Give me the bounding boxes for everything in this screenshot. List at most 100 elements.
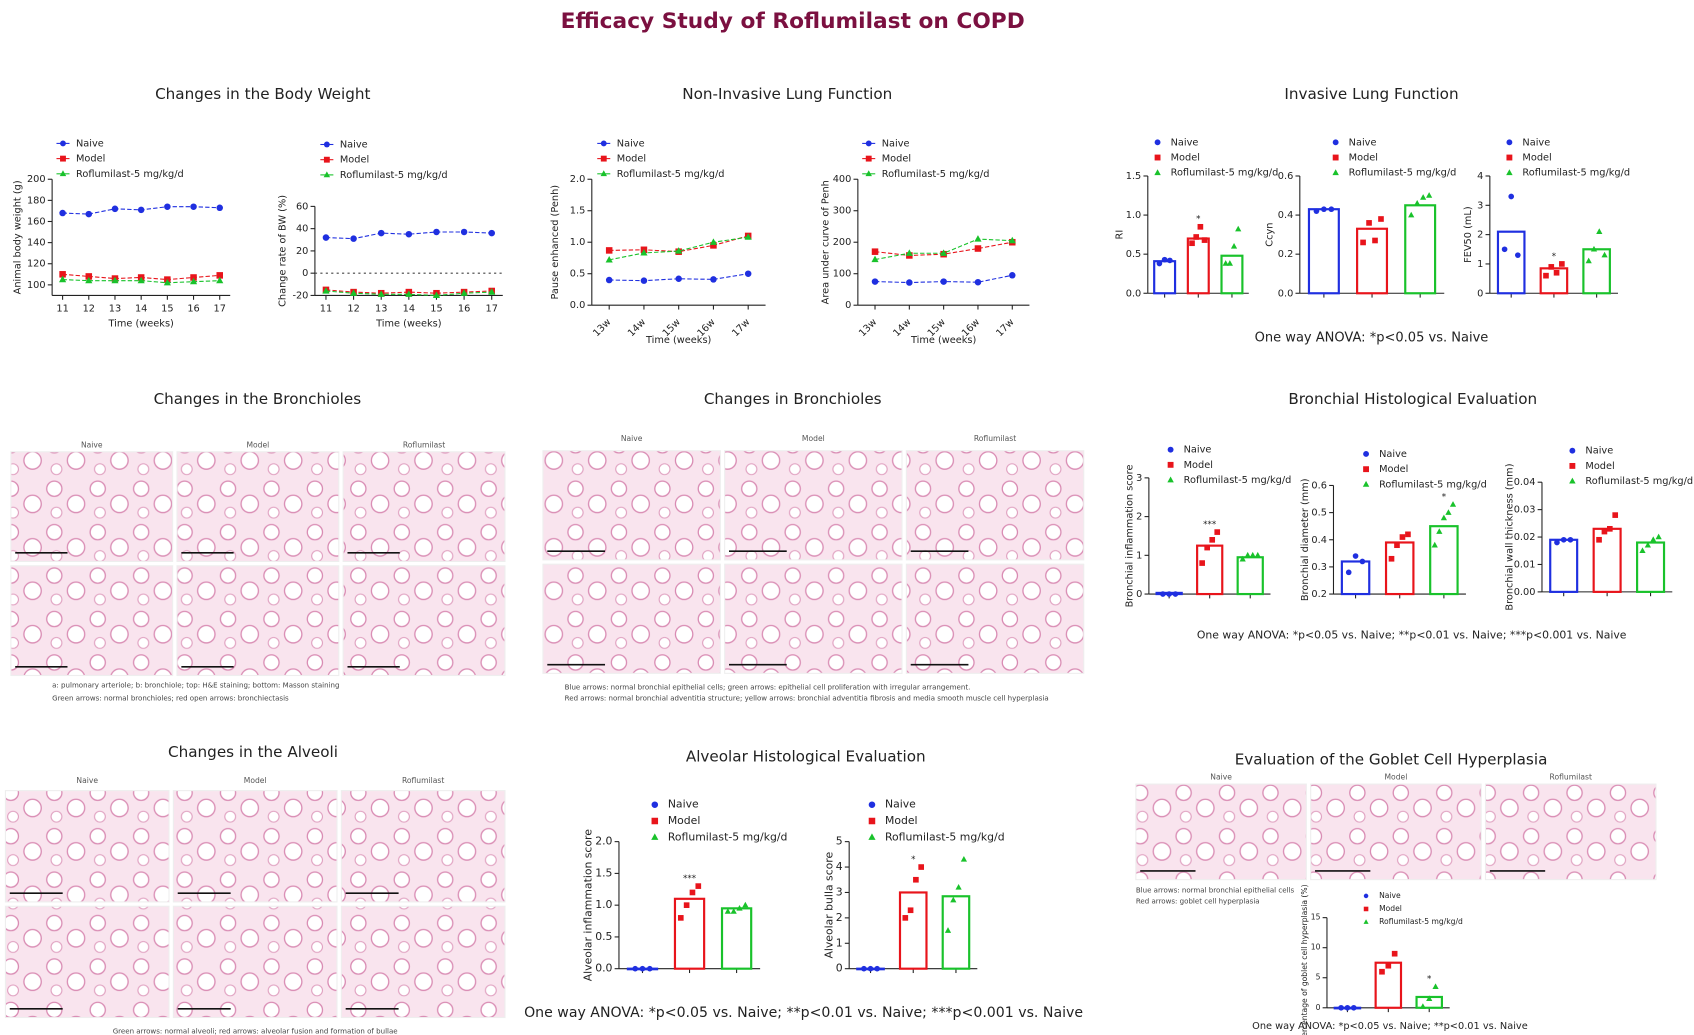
x-tick-label: 15	[161, 303, 173, 314]
caption: Red arrows: goblet cell hyperplasia	[1136, 896, 1260, 905]
legend-label: Naive	[340, 139, 368, 150]
column-label: Model	[1385, 773, 1408, 782]
y-tick-label: 200	[27, 174, 46, 185]
marker	[1408, 211, 1415, 218]
y-axis-label: RI	[1115, 230, 1126, 240]
marker	[1167, 257, 1173, 264]
bar	[1196, 544, 1224, 596]
bar	[1582, 248, 1611, 295]
bar	[1356, 227, 1389, 295]
legend-marker	[651, 801, 659, 808]
marker	[1189, 240, 1195, 247]
marker	[695, 883, 702, 889]
legend-label: Roflumilast-5 mg/kg/d	[1379, 479, 1487, 490]
y-tick-label: 1.5	[570, 206, 586, 217]
marker	[605, 276, 613, 284]
marker	[1166, 591, 1172, 597]
marker	[1405, 531, 1411, 538]
marker	[1501, 246, 1508, 253]
marker	[1431, 541, 1438, 548]
histology-image	[724, 450, 903, 561]
marker	[1515, 252, 1521, 258]
marker	[646, 965, 653, 972]
marker	[742, 901, 749, 908]
y-tick-label: 1	[1136, 550, 1142, 561]
x-tick-label: 17	[486, 303, 498, 314]
marker	[1391, 950, 1398, 957]
marker	[640, 249, 648, 256]
y-tick-label: 0.5	[595, 930, 612, 943]
legend-label: Model	[1585, 461, 1614, 472]
marker	[1172, 591, 1179, 597]
marker	[675, 275, 682, 283]
y-tick-label: 0.5	[1126, 249, 1142, 260]
legend-marker	[651, 817, 659, 825]
footnote: One way ANOVA: *p<0.05 vs. Naive	[1255, 330, 1489, 345]
y-tick-label: 200	[833, 237, 852, 248]
y-tick-label: 60	[296, 201, 308, 212]
column-label: Model	[246, 440, 269, 449]
marker	[871, 278, 879, 285]
marker	[1359, 558, 1366, 565]
marker	[1420, 194, 1427, 200]
legend-label: Roflumilast-5 mg/kg/d	[1522, 168, 1630, 179]
y-axis-label: Area under curve of Penh	[820, 180, 831, 304]
marker	[1249, 551, 1256, 558]
marker	[1160, 591, 1166, 597]
y-tick-label: 2	[1477, 230, 1483, 241]
marker	[85, 273, 93, 280]
x-axis-label: Time (weeks)	[107, 319, 173, 330]
legend-label: Naive	[1379, 891, 1401, 900]
legend-label: Roflumilast-5 mg/kg/d	[617, 169, 725, 180]
marker	[1235, 225, 1242, 232]
marker	[460, 228, 468, 236]
marker	[350, 235, 357, 242]
marker	[488, 229, 495, 237]
histology-image	[905, 450, 1085, 561]
y-tick-label: 0.01	[1514, 559, 1536, 570]
legend-marker	[60, 140, 66, 147]
legend-label: Naive	[1522, 137, 1550, 148]
legend-label: Model	[1522, 153, 1551, 164]
y-tick-label: 180	[27, 195, 46, 206]
marker	[1338, 1004, 1344, 1011]
y-tick-label: 10	[1311, 943, 1321, 952]
marker	[640, 277, 648, 284]
marker	[460, 289, 468, 296]
marker	[906, 279, 913, 286]
series-line	[609, 235, 749, 253]
marker	[871, 248, 879, 255]
marker	[1432, 983, 1439, 990]
legend-label: Model	[1184, 460, 1213, 471]
y-axis-label: Percentage of goblet cell hyperplasia (%…	[1300, 884, 1309, 1035]
legend-marker	[865, 170, 872, 177]
y-tick-label: 1.0	[595, 898, 612, 911]
marker	[632, 965, 639, 972]
legend-marker	[1167, 476, 1174, 483]
marker	[1226, 260, 1233, 266]
histology-image	[342, 565, 506, 677]
histology-image	[10, 565, 174, 677]
marker	[918, 864, 925, 870]
legend-label: Model	[340, 155, 369, 166]
marker	[190, 274, 197, 281]
legend-label: Model	[882, 154, 911, 165]
y-axis-label: FEV50 (mL)	[1463, 206, 1474, 263]
marker	[137, 206, 145, 214]
marker	[1590, 245, 1598, 252]
marker	[1508, 193, 1515, 200]
column-label: Naive	[621, 434, 643, 443]
legend-marker	[1167, 461, 1174, 468]
y-tick-label: 0.04	[1514, 477, 1536, 488]
legend-label: Roflumilast-5 mg/kg/d	[885, 830, 1005, 843]
marker	[322, 287, 330, 294]
marker	[1601, 528, 1608, 535]
legend-marker	[1363, 919, 1369, 924]
y-axis-label: Animal body weight (g)	[12, 180, 23, 294]
caption: Red arrows: normal bronchial adventitia …	[565, 693, 1049, 702]
marker	[605, 255, 613, 263]
y-tick-label: 2	[1136, 512, 1142, 523]
y-tick-label: 0.0	[595, 962, 612, 975]
x-tick-label: 13w	[591, 317, 613, 339]
marker	[1378, 216, 1384, 222]
